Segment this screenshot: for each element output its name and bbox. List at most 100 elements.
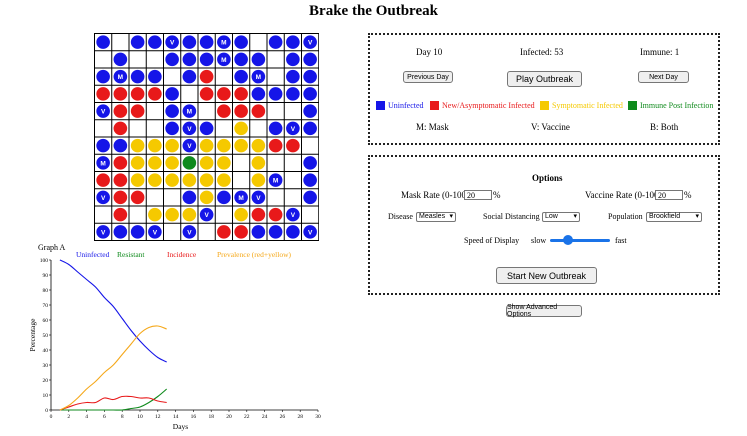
y-tick-label: 50 [43, 333, 49, 339]
play-outbreak-button[interactable]: Play Outbreak [507, 71, 582, 87]
immune-count: Immune: 1 [640, 47, 680, 57]
mask-marker: M [187, 109, 192, 116]
person-dot [199, 69, 214, 84]
social-distancing-select[interactable]: Low ▾ [542, 212, 580, 222]
y-tick-label: 0 [45, 408, 48, 414]
person-dot [113, 190, 128, 205]
speed-slider[interactable] [550, 235, 610, 245]
person-dot [148, 173, 162, 187]
series-line-prevalence-red-yellow [59, 325, 167, 411]
y-axis-label: Percentage [28, 318, 37, 352]
x-tick-label: 4 [85, 414, 88, 420]
x-tick-label: 20 [226, 414, 232, 420]
person-dot [251, 225, 266, 239]
y-tick-label: 20 [43, 378, 49, 384]
person-dot [251, 190, 266, 205]
graph-a: Graph A Uninfected Resistant Incidence Preva… [28, 241, 328, 436]
person-dot [148, 225, 162, 239]
x-tick-label: 16 [191, 414, 197, 420]
vaccine-marker: V [187, 126, 192, 133]
x-tick-label: 6 [103, 414, 106, 420]
person-dot [217, 156, 231, 170]
x-tick-label: 22 [244, 414, 250, 420]
day-counter: Day 10 [416, 47, 443, 57]
page-title: Brake the Outbreak [309, 3, 438, 19]
start-new-outbreak-button[interactable]: Start New Outbreak [496, 267, 597, 284]
x-tick-label: 26 [280, 414, 286, 420]
vaccine-marker: V [101, 195, 106, 202]
social-distancing-label: Social Distancing [483, 212, 540, 221]
person-dot [148, 35, 162, 49]
x-tick-label: 14 [173, 414, 179, 420]
person-dot [217, 225, 231, 239]
person-dot [130, 69, 145, 84]
person-dot [217, 35, 231, 49]
vaccine-marker: V [101, 229, 106, 236]
person-dot [303, 35, 317, 49]
options-title: Options [532, 173, 563, 183]
person-dot [251, 52, 266, 67]
vaccine-rate-label: Vaccine Rate (0-100) [585, 190, 662, 200]
x-tick-label: 30 [315, 414, 321, 420]
person-dot [199, 87, 214, 101]
person-dot [268, 173, 283, 187]
population-select[interactable]: Brookfield ▾ [646, 212, 702, 222]
person-dot [148, 156, 162, 170]
person-dot [217, 104, 231, 118]
person-dot [303, 87, 317, 101]
person-dot [113, 52, 128, 67]
person-dot [130, 225, 145, 239]
person-dot [251, 69, 266, 84]
next-day-button[interactable]: Next Day [638, 71, 689, 83]
person-dot [96, 225, 110, 239]
legend-new-infected: New/Asymptomatic Infected [442, 101, 535, 110]
legend-mask: M: Mask [416, 122, 449, 132]
speed-label: Speed of Display [464, 236, 520, 245]
y-tick-label: 60 [43, 318, 49, 324]
person-dot [96, 35, 110, 49]
person-dot [251, 156, 266, 170]
person-dot [234, 52, 248, 67]
person-dot [113, 225, 128, 239]
person-dot [234, 225, 248, 239]
options-panel: Options Mask Rate (0-100) 20 % Vaccine R… [368, 155, 720, 295]
population-label: Population [608, 212, 643, 221]
person-dot [113, 138, 128, 153]
person-dot [268, 207, 283, 222]
person-dot [251, 173, 266, 187]
show-advanced-options-button[interactable]: Show Advanced Options [506, 304, 582, 318]
chevron-down-icon: ▾ [695, 213, 699, 220]
y-tick-label: 40 [43, 348, 49, 354]
person-dot [96, 156, 110, 170]
status-panel: Day 10 Infected: 53 Immune: 1 Previous D… [368, 33, 720, 145]
person-dot [182, 138, 197, 153]
person-dot [199, 35, 214, 49]
x-tick-label: 10 [137, 414, 143, 420]
uninfected-swatch [376, 101, 385, 110]
series-line-resistant [59, 388, 168, 411]
person-dot [268, 138, 283, 153]
person-dot [286, 225, 300, 239]
mask-rate-label: Mask Rate (0-100) [401, 190, 469, 200]
mask-marker: M [221, 57, 226, 64]
previous-day-button[interactable]: Previous Day [403, 71, 453, 83]
speed-slider-thumb[interactable] [562, 235, 573, 245]
infected-count: Infected: 53 [520, 47, 564, 57]
person-dot [217, 138, 231, 153]
person-dot [199, 207, 214, 222]
vaccine-marker: V [256, 195, 261, 202]
person-dot [130, 173, 145, 187]
disease-select[interactable]: Measles ▾ [416, 212, 456, 222]
y-tick-label: 100 [40, 258, 49, 264]
x-tick-label: 24 [262, 414, 268, 420]
person-dot [182, 225, 197, 239]
person-dot [130, 87, 145, 101]
person-dot [148, 69, 162, 84]
mask-rate-input[interactable]: 20 [464, 190, 492, 200]
vaccine-rate-input[interactable]: 20 [655, 190, 683, 200]
person-dot [199, 138, 214, 153]
person-dot [268, 35, 283, 49]
vaccine-marker: V [308, 229, 313, 236]
person-dot [96, 190, 110, 205]
x-axis-label: Days [173, 422, 188, 431]
